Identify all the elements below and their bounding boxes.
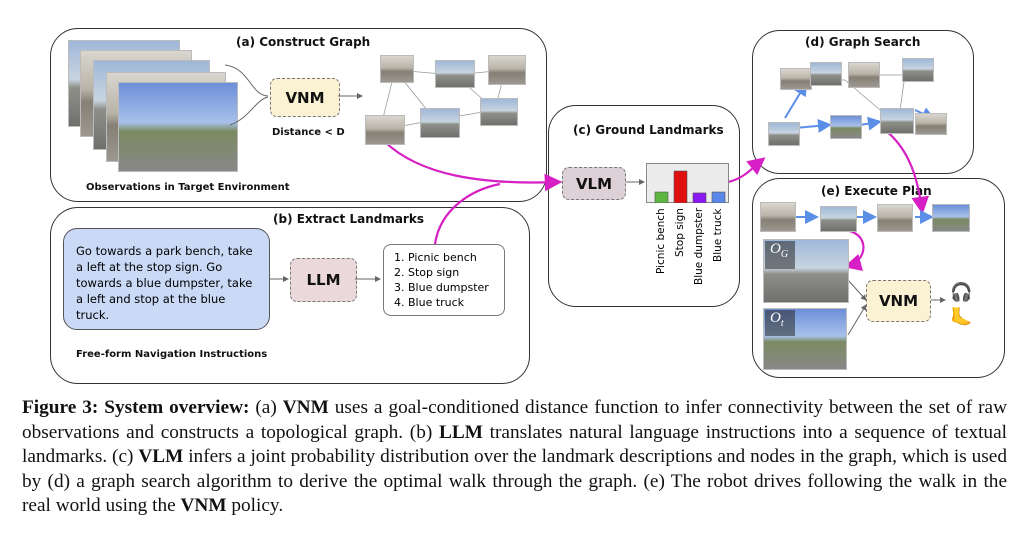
distance-threshold-label: Distance < D bbox=[272, 127, 345, 138]
landmark-list: 1. Picnic bench 2. Stop sign 3. Blue dum… bbox=[383, 244, 505, 316]
pedal-icon: 🦶 bbox=[950, 307, 973, 328]
caption-segment: (a) bbox=[249, 397, 283, 418]
caption-segment: LLM bbox=[438, 421, 483, 443]
graph-node bbox=[880, 108, 914, 134]
panel-title: (e) Execute Plan bbox=[821, 184, 932, 198]
graph-node bbox=[848, 62, 880, 88]
graph-node bbox=[810, 62, 842, 86]
instruction-text: Go towards a park bench, take a left at … bbox=[76, 244, 253, 322]
landmarks-to-vlm-arrow bbox=[433, 182, 501, 245]
landmark-item: 3. Blue dumpster bbox=[394, 281, 489, 294]
graph-search-to-plan-arrow bbox=[884, 129, 929, 215]
panel-title: (c) Ground Landmarks bbox=[573, 123, 724, 137]
figure-caption: Figure 3: System overview: (a) VNM uses … bbox=[22, 396, 1007, 519]
panel-graph-search: (d) Graph Search bbox=[752, 30, 974, 174]
plan-node bbox=[877, 204, 913, 232]
instruction-label: Free-form Navigation Instructions bbox=[76, 349, 268, 360]
current-observation: Ot bbox=[763, 308, 847, 370]
bar-blue-truck bbox=[711, 191, 726, 203]
goal-obs-subscript: G bbox=[780, 249, 789, 260]
graph-node bbox=[380, 55, 414, 83]
connector-arrows bbox=[224, 64, 946, 336]
landmark-item: 1. Picnic bench bbox=[394, 251, 477, 264]
vnm-policy-box: VNM bbox=[866, 280, 931, 322]
graph-node bbox=[915, 113, 947, 135]
caption-segment: VLM bbox=[138, 446, 184, 467]
graph-node bbox=[768, 122, 800, 146]
bar-picnic-bench bbox=[654, 191, 669, 203]
panel-title: (b) Extract Landmarks bbox=[273, 212, 424, 226]
caption-segment: VNM bbox=[180, 495, 227, 516]
caption-segment: VNM bbox=[282, 397, 329, 418]
llm-model-box: LLM bbox=[290, 258, 357, 302]
graph-node bbox=[480, 98, 518, 126]
graph-node bbox=[902, 58, 934, 82]
bar-stop-sign bbox=[673, 170, 688, 203]
caption-segment: infers a joint probability distribution … bbox=[22, 446, 1007, 516]
caption-label: Figure 3: System overview: bbox=[22, 397, 250, 418]
plan-node bbox=[932, 204, 970, 232]
graph-to-vlm-arrow bbox=[384, 141, 563, 192]
vnm-model-box: VNM bbox=[270, 78, 340, 117]
landmark-item: 2. Stop sign bbox=[394, 266, 460, 279]
graph-node bbox=[365, 115, 405, 145]
goal-obs-symbol: O bbox=[770, 241, 781, 257]
panel-ground-landmarks: (c) Ground Landmarks bbox=[548, 105, 740, 307]
landmark-probability-chart bbox=[646, 163, 729, 203]
graph-node bbox=[488, 55, 526, 85]
graph-node bbox=[435, 60, 475, 88]
instruction-speech-bubble: Go towards a park bench, take a left at … bbox=[63, 228, 270, 330]
plan-node bbox=[820, 206, 857, 232]
graph-node bbox=[420, 108, 460, 138]
bar-blue-dumpster bbox=[692, 192, 707, 203]
panel-title: (a) Construct Graph bbox=[236, 35, 371, 49]
observation-photo bbox=[118, 82, 238, 172]
caption-segment: uses a goal-conditioned distance functio… bbox=[22, 397, 1007, 443]
plan-node bbox=[760, 202, 796, 232]
current-obs-symbol: O bbox=[770, 310, 781, 326]
panel-title: (d) Graph Search bbox=[805, 35, 921, 49]
chart-to-graph-search-arrow bbox=[727, 157, 766, 184]
current-obs-subscript: t bbox=[780, 318, 784, 329]
observations-label: Observations in Target Environment bbox=[86, 182, 290, 193]
graph-node bbox=[780, 68, 812, 90]
goal-observation: OG bbox=[763, 239, 849, 303]
caption-segment: policy. bbox=[226, 495, 284, 516]
caption-segment: translates natural language instructions… bbox=[22, 421, 1007, 468]
steering-wheel-icon: 🎧 bbox=[950, 282, 973, 303]
graph-node bbox=[830, 115, 862, 139]
vlm-model-box: VLM bbox=[562, 167, 626, 200]
landmark-item: 4. Blue truck bbox=[394, 296, 465, 309]
